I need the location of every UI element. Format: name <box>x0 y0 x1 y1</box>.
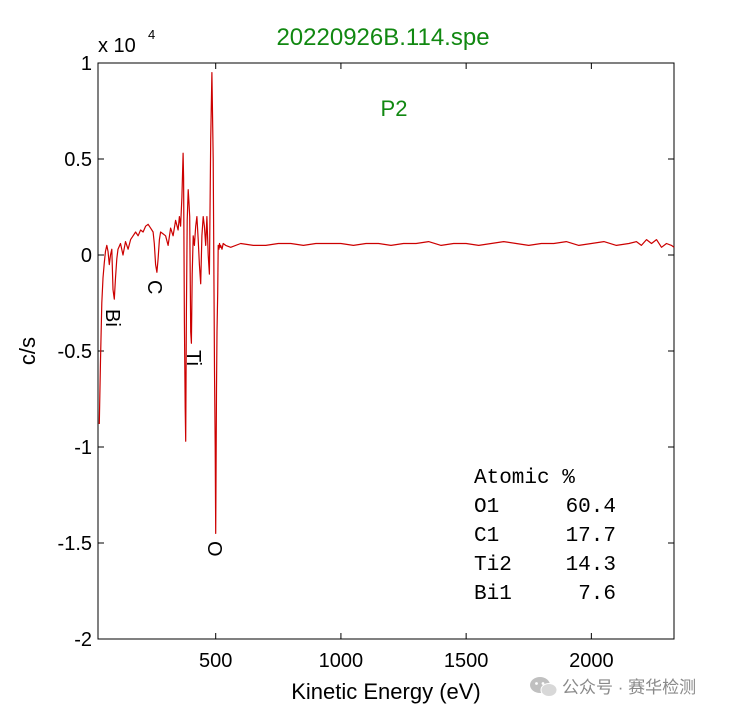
exponent-prefix: x 10 <box>98 35 136 57</box>
panel-label: P2 <box>381 96 408 121</box>
watermark: 公众号 · 赛华检测 <box>530 677 696 697</box>
y-tick-label: -0.5 <box>58 341 92 363</box>
peak-label-bi: Bi <box>101 309 123 327</box>
atomic-row-element: Bi1 <box>474 583 512 606</box>
exponent-power: 4 <box>148 27 155 42</box>
peak-label-ti: Ti <box>182 350 204 366</box>
atomic-table-header: Atomic % <box>474 467 575 490</box>
atomic-row-value: 60.4 <box>566 496 616 519</box>
atomic-row-value: 7.6 <box>578 583 616 606</box>
spectrum-series-line <box>98 71 675 535</box>
atomic-row-element: C1 <box>474 525 499 548</box>
watermark-text: 公众号 · 赛华检测 <box>562 677 696 697</box>
peak-label-o: O <box>203 541 225 557</box>
x-tick-label: 1000 <box>319 650 364 672</box>
y-tick-label: -1 <box>74 437 92 459</box>
axis-tick-labels: 500 1000 1500 2000 1 0.5 0 -0.5 -1 -1.5 -2 <box>58 53 614 672</box>
x-tick-label: 500 <box>199 650 232 672</box>
wechat-icon <box>530 677 558 697</box>
axis-ticks <box>98 62 674 640</box>
x-axis-label: Kinetic Energy (eV) <box>291 679 481 704</box>
y-tick-label: 0.5 <box>64 149 92 171</box>
x-tick-label: 2000 <box>569 650 614 672</box>
y-axis-label: c/s <box>15 337 40 365</box>
atomic-row-value: 17.7 <box>566 525 616 548</box>
y-tick-label: -1.5 <box>58 533 92 555</box>
peak-label-c: C <box>143 280 165 294</box>
atomic-row-element: O1 <box>474 496 499 519</box>
atomic-row-value: 14.3 <box>566 554 616 577</box>
y-tick-label: 0 <box>81 245 92 267</box>
atomic-row-element: Ti2 <box>474 554 512 577</box>
y-tick-label: 1 <box>81 53 92 75</box>
atomic-table: Atomic % O1 60.4 C1 17.7 Ti2 14.3 Bi1 7.… <box>474 467 616 606</box>
chart-title: 20220926B.114.spe <box>276 24 489 51</box>
y-tick-label: -2 <box>74 629 92 651</box>
x-tick-label: 1500 <box>444 650 489 672</box>
